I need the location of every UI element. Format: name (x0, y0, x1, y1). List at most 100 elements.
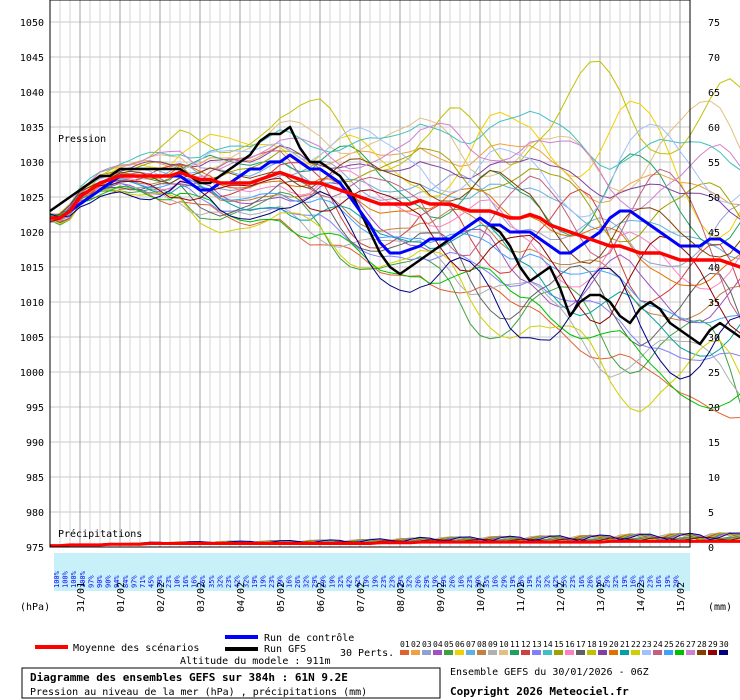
pert-legend-label: 09 (488, 640, 498, 649)
precip-prob-label: 29% (672, 575, 680, 588)
precip-label: Précipitations (58, 528, 142, 540)
precip-prob-label: 100% (62, 570, 70, 588)
pert-legend-swatch (411, 650, 420, 655)
y-left-tick-label: 1025 (20, 193, 44, 204)
x-tick-label: 13/02 (596, 582, 607, 612)
precip-prob-label: 32% (535, 575, 543, 588)
pert-legend-swatch (675, 650, 684, 655)
altitude-label: Altitude du modele : 911m (180, 656, 331, 667)
x-tick-label: 02/02 (156, 582, 167, 612)
precip-prob-label: 42% (234, 575, 242, 588)
y-right-unit: (mm) (708, 602, 732, 613)
precip-prob-label: 100% (53, 570, 61, 588)
precip-prob-label: 32% (543, 575, 551, 588)
y-right-tick-label: 5 (708, 508, 714, 519)
precip-prob-label: 16% (578, 575, 586, 588)
y-right-tick-label: 40 (708, 263, 720, 274)
precip-prob-label: 100% (79, 570, 87, 588)
precip-prob-label: 19% (371, 575, 379, 588)
precip-prob-label: 35% (483, 575, 491, 588)
precip-prob-label: 26% (414, 575, 422, 588)
pert-legend-label: 26 (675, 640, 685, 649)
x-tick-label: 05/02 (276, 582, 287, 612)
precip-prob-label: 32% (612, 575, 620, 588)
y-right-tick-label: 60 (708, 123, 720, 134)
legend-gfs-label: Run GFS (264, 644, 306, 655)
precip-prob-label: 90% (96, 575, 104, 588)
y-left-tick-label: 995 (26, 403, 44, 414)
x-tick-label: 11/02 (516, 582, 527, 612)
pert-precip-line-30 (49, 532, 740, 547)
y-left-tick-label: 1015 (20, 263, 44, 274)
precip-prob-label: 23% (165, 575, 173, 588)
precip-prob-label: 39% (475, 575, 483, 588)
precip-prob-label: 42% (345, 575, 353, 588)
precip-prob-label: 16% (629, 575, 637, 588)
pert-line-19 (49, 145, 740, 223)
pert-legend-label: 16 (565, 640, 575, 649)
precip-prob-label: 16% (518, 575, 526, 588)
pert-legend-swatch (565, 650, 574, 655)
precip-prob-label: 32% (216, 575, 224, 588)
pert-line-03 (49, 160, 740, 268)
precip-prob-label: 94% (113, 575, 121, 588)
pert-line-27 (49, 122, 740, 222)
x-tick-label: 01/02 (116, 582, 127, 612)
precip-prob-label: 19% (432, 575, 440, 588)
pert-legend-label: 14 (543, 640, 553, 649)
copyright: Copyright 2026 Meteociel.fr (450, 685, 629, 698)
perturbation-lines (49, 60, 740, 547)
precipitation-band: 100% 100% 100% 100% 97% 90% 90% 94% 84% 97% 71% 45%… (50, 539, 740, 591)
precip-prob-label: 23% (268, 575, 276, 588)
pert-line-14 (49, 110, 740, 223)
pert-legend-swatch (510, 650, 519, 655)
title-box (21, 667, 441, 699)
precip-prob-label: 29% (311, 575, 319, 588)
precip-prob-label: 32% (302, 575, 310, 588)
pert-legend-swatch (543, 650, 552, 655)
precip-prob-label: 29% (500, 575, 508, 588)
y-left-tick-label: 1050 (20, 18, 44, 29)
pert-legend-label: 01 (400, 640, 410, 649)
pert-legend-label: 12 (521, 640, 531, 649)
pert-legend-swatch (587, 650, 596, 655)
precip-prob-label: 16% (285, 575, 293, 588)
y-right-tick-label: 25 (708, 368, 720, 379)
precip-prob-label: 71% (139, 575, 147, 588)
y-left-tick-label: 1035 (20, 123, 44, 134)
y-left-tick-label: 1040 (20, 88, 44, 99)
pert-legend-swatch (653, 650, 662, 655)
precip-prob-label: 10% (173, 575, 181, 588)
precip-prob-label: 29% (320, 575, 328, 588)
pert-legend-label: 05 (444, 640, 454, 649)
pert-legend-swatch (422, 650, 431, 655)
pert-legend-label: 21 (620, 640, 630, 649)
precip-prob-label: 35% (561, 575, 569, 588)
precip-prob-label: 19% (526, 575, 534, 588)
y-left-tick-label: 1020 (20, 228, 44, 239)
pert-legend-swatch (642, 650, 651, 655)
pert-legend-label: 18 (587, 640, 597, 649)
pert-legend-label: 08 (477, 640, 487, 649)
precip-prob-label: 16% (655, 575, 663, 588)
x-tick-label: 08/02 (396, 582, 407, 612)
x-tick-label: 06/02 (316, 582, 327, 612)
pert-legend-swatch (719, 650, 728, 655)
precip-prob-label: 42% (354, 575, 362, 588)
pert-line-06 (49, 100, 740, 238)
y-right-tick-label: 45 (708, 228, 720, 239)
precip-prob-band (54, 553, 690, 591)
y-left-tick-label: 1045 (20, 53, 44, 64)
pert-legend-swatch (499, 650, 508, 655)
pert-legend-label: 29 (708, 640, 718, 649)
pert-legend-label: 13 (532, 640, 542, 649)
x-tick-label: 15/02 (676, 582, 687, 612)
y-right-tick-label: 55 (708, 158, 720, 169)
x-tick-label: 07/02 (356, 582, 367, 612)
precip-prob-label: 19% (664, 575, 672, 588)
precip-prob-label: 26% (294, 575, 302, 588)
y-right-tick-label: 30 (708, 333, 720, 344)
pert-line-22 (49, 189, 740, 413)
precip-prob-label: 29% (397, 575, 405, 588)
